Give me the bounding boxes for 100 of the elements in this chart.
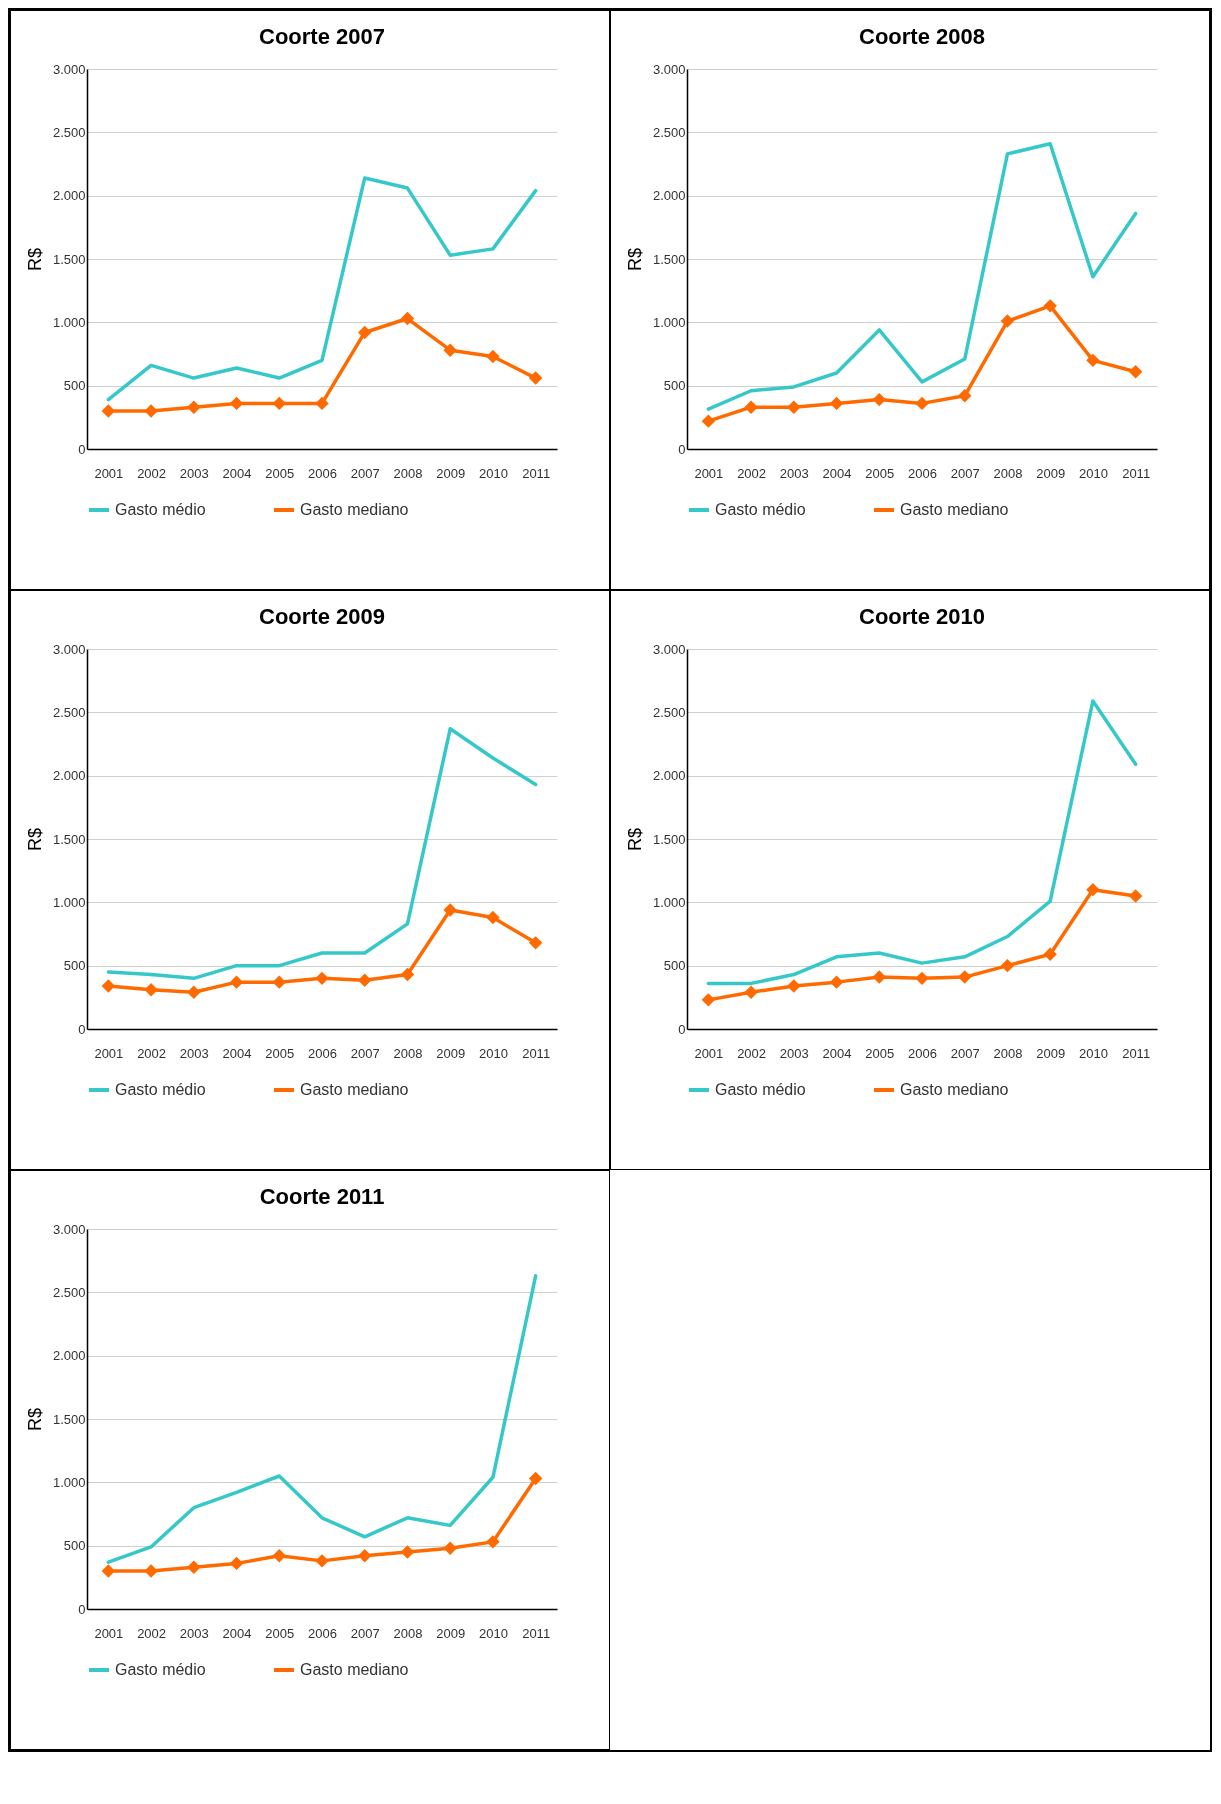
y-tick-label: 2.500 <box>52 704 86 720</box>
x-tick-label: 2006 <box>908 1045 937 1061</box>
y-tick-label: 1.000 <box>52 314 86 330</box>
y-tick-label: 0 <box>78 1601 86 1617</box>
x-tick-label: 2002 <box>737 1045 767 1061</box>
y-axis-title: R$ <box>24 827 45 852</box>
x-tick-label: 2008 <box>993 465 1023 481</box>
y-tick-label: 2.500 <box>52 124 86 140</box>
y-tick-label: 500 <box>663 958 686 974</box>
y-tick-label: 0 <box>78 1021 86 1037</box>
y-tick-label: 2.000 <box>52 768 86 784</box>
x-tick-label: 2010 <box>1078 465 1108 481</box>
y-tick-label: 1.500 <box>652 831 686 847</box>
legend-label: Gasto médio <box>715 1081 806 1098</box>
y-tick-label: 1.000 <box>52 894 86 910</box>
y-tick-label: 1.000 <box>652 314 686 330</box>
y-tick-label: 2.500 <box>652 704 686 720</box>
x-tick-label: 2006 <box>308 1045 337 1061</box>
x-tick-label: 2011 <box>522 1625 551 1641</box>
x-tick-label: 2009 <box>436 1625 466 1641</box>
chart-title: Coorte 2009 <box>259 604 385 629</box>
x-tick-label: 2005 <box>865 465 895 481</box>
x-tick-label: 2002 <box>137 1045 167 1061</box>
y-tick-label: 1.500 <box>52 1411 86 1427</box>
x-tick-label: 2010 <box>478 1045 508 1061</box>
x-tick-label: 2009 <box>436 1045 466 1061</box>
legend-label: Gasto médio <box>115 1661 206 1678</box>
x-tick-label: 2004 <box>822 465 852 481</box>
x-tick-label: 2006 <box>308 1625 337 1641</box>
x-tick-label: 2011 <box>1122 1045 1151 1061</box>
x-tick-label: 2006 <box>908 465 937 481</box>
y-tick-label: 0 <box>678 1021 686 1037</box>
y-tick-label: 1.500 <box>652 251 686 267</box>
x-tick-label: 2001 <box>94 1045 124 1061</box>
chart-title: Coorte 2007 <box>259 24 385 49</box>
x-tick-label: 2005 <box>265 1045 295 1061</box>
x-tick-label: 2008 <box>993 1045 1023 1061</box>
x-tick-label: 2008 <box>393 465 423 481</box>
x-tick-label: 2003 <box>779 465 809 481</box>
y-tick-label: 3.000 <box>52 641 86 657</box>
chart-title: Coorte 2011 <box>259 1184 385 1209</box>
y-tick-label: 2.000 <box>652 188 686 204</box>
legend-label: Gasto mediano <box>300 1661 409 1678</box>
x-tick-label: 2003 <box>179 1045 209 1061</box>
legend-label: Gasto mediano <box>300 501 409 518</box>
x-tick-label: 2003 <box>179 465 209 481</box>
x-tick-label: 2002 <box>137 1625 167 1641</box>
x-tick-label: 2002 <box>137 465 167 481</box>
x-tick-label: 2006 <box>308 465 337 481</box>
legend-label: Gasto mediano <box>900 1081 1009 1098</box>
x-tick-label: 2011 <box>1122 465 1151 481</box>
x-tick-label: 2008 <box>393 1045 423 1061</box>
x-tick-label: 2004 <box>822 1045 852 1061</box>
x-tick-label: 2007 <box>350 1045 380 1061</box>
x-tick-label: 2005 <box>265 1625 295 1641</box>
y-axis-title: R$ <box>24 247 45 272</box>
legend-label: Gasto mediano <box>300 1081 409 1098</box>
y-tick-label: 2.500 <box>52 1284 86 1300</box>
x-tick-label: 2010 <box>478 465 508 481</box>
x-tick-label: 2005 <box>265 465 295 481</box>
y-tick-label: 2.000 <box>652 768 686 784</box>
y-axis-title: R$ <box>24 1407 45 1432</box>
x-tick-label: 2009 <box>436 465 466 481</box>
y-tick-label: 1.000 <box>652 894 686 910</box>
y-tick-label: 1.500 <box>52 831 86 847</box>
x-tick-label: 2004 <box>222 1045 252 1061</box>
y-tick-label: 0 <box>678 441 686 457</box>
chart-title: Coorte 2008 <box>859 24 985 49</box>
legend-label: Gasto médio <box>115 1081 206 1098</box>
y-tick-label: 3.000 <box>652 641 686 657</box>
y-tick-label: 3.000 <box>52 61 86 77</box>
x-tick-label: 2010 <box>478 1625 508 1641</box>
y-axis-title: R$ <box>624 247 645 272</box>
legend-label: Gasto médio <box>115 501 206 518</box>
x-tick-label: 2009 <box>1036 1045 1066 1061</box>
x-tick-label: 2002 <box>737 465 767 481</box>
x-tick-label: 2011 <box>522 1045 551 1061</box>
y-tick-label: 500 <box>663 378 686 394</box>
y-tick-label: 1.000 <box>52 1474 86 1490</box>
y-tick-label: 3.000 <box>652 61 686 77</box>
x-tick-label: 2001 <box>694 1045 724 1061</box>
x-tick-label: 2011 <box>522 465 551 481</box>
x-tick-label: 2008 <box>393 1625 423 1641</box>
x-tick-label: 2007 <box>950 1045 980 1061</box>
y-tick-label: 500 <box>63 1538 86 1554</box>
y-tick-label: 1.500 <box>52 251 86 267</box>
chart-title: Coorte 2010 <box>859 604 985 629</box>
x-tick-label: 2001 <box>94 465 124 481</box>
x-tick-label: 2005 <box>865 1045 895 1061</box>
x-tick-label: 2003 <box>179 1625 209 1641</box>
y-tick-label: 2.500 <box>652 124 686 140</box>
x-tick-label: 2009 <box>1036 465 1066 481</box>
y-tick-label: 3.000 <box>52 1221 86 1237</box>
y-axis-title: R$ <box>624 827 645 852</box>
x-tick-label: 2010 <box>1078 1045 1108 1061</box>
x-tick-label: 2007 <box>950 465 980 481</box>
x-tick-label: 2004 <box>222 1625 252 1641</box>
legend-label: Gasto médio <box>715 501 806 518</box>
x-tick-label: 2007 <box>350 1625 380 1641</box>
legend-label: Gasto mediano <box>900 501 1009 518</box>
